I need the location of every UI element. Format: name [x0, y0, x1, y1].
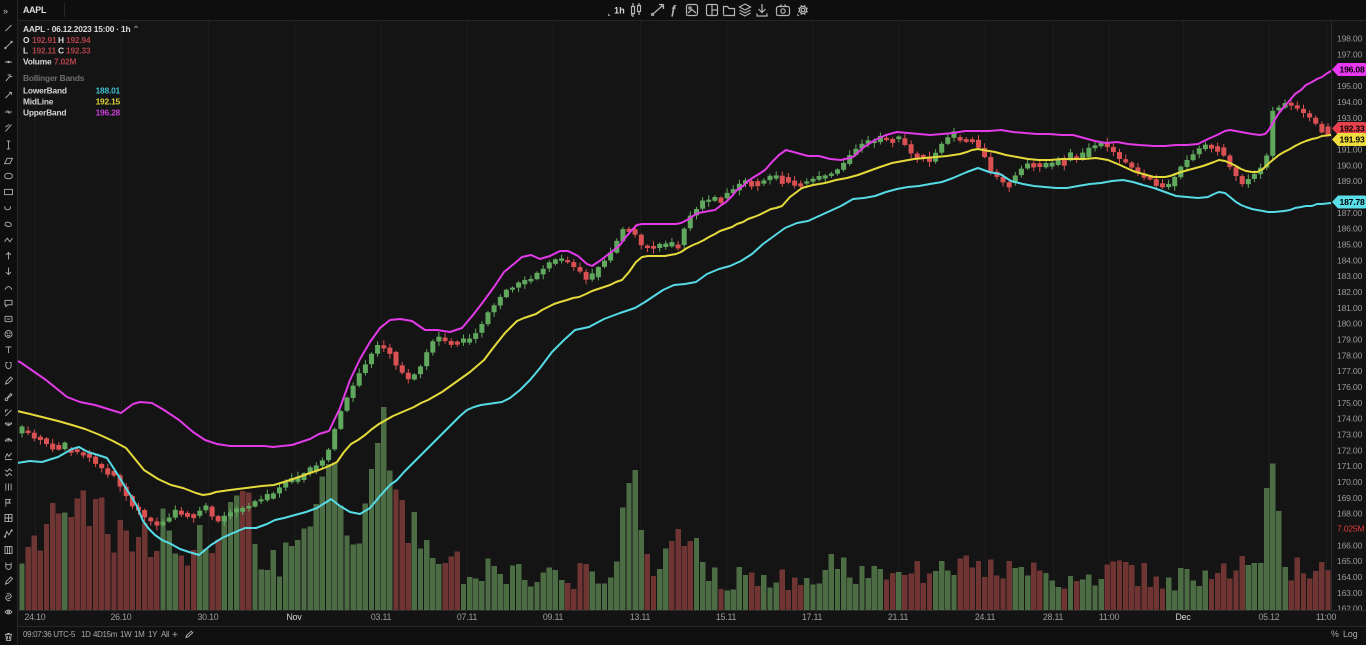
svg-text:194.00: 194.00	[1337, 97, 1363, 107]
svg-text:195.00: 195.00	[1337, 81, 1363, 91]
svg-text:»: »	[3, 6, 8, 16]
svg-text:1Y: 1Y	[148, 630, 158, 639]
svg-text:177.00: 177.00	[1337, 366, 1363, 376]
svg-text:11:00: 11:00	[1099, 612, 1120, 622]
svg-text:26.10: 26.10	[110, 612, 131, 622]
svg-text:C: C	[58, 46, 64, 56]
svg-text:198.00: 198.00	[1337, 34, 1363, 44]
svg-text:21.11: 21.11	[888, 612, 909, 622]
svg-text:4D15m: 4D15m	[93, 630, 118, 639]
svg-text:L: L	[23, 46, 28, 56]
svg-text:09.11: 09.11	[543, 612, 564, 622]
svg-text:169.00: 169.00	[1337, 493, 1363, 503]
svg-text:192.33: 192.33	[1340, 124, 1366, 134]
svg-text:Volume: Volume	[23, 57, 52, 67]
svg-text:09:07:36 UTC-5: 09:07:36 UTC-5	[23, 630, 76, 639]
svg-text:05.12: 05.12	[1258, 612, 1279, 622]
svg-text:168.00: 168.00	[1337, 509, 1363, 519]
svg-text:170.00: 170.00	[1337, 477, 1363, 487]
svg-text:192.15: 192.15	[96, 97, 121, 107]
svg-text:176.00: 176.00	[1337, 382, 1363, 392]
svg-text:1D: 1D	[81, 630, 91, 639]
svg-text:187.78: 187.78	[1340, 197, 1366, 207]
svg-text:24.10: 24.10	[24, 612, 45, 622]
svg-text:181.00: 181.00	[1337, 303, 1363, 313]
svg-text:UpperBand: UpperBand	[23, 108, 66, 118]
svg-text:192.94: 192.94	[66, 35, 91, 45]
svg-text:193.00: 193.00	[1337, 113, 1363, 123]
svg-text:182.00: 182.00	[1337, 287, 1363, 297]
svg-text:11:00: 11:00	[1316, 612, 1337, 622]
svg-text:7.02M: 7.02M	[54, 57, 77, 67]
svg-text:H: H	[58, 35, 64, 45]
svg-text:172.00: 172.00	[1337, 445, 1363, 455]
svg-text:179.00: 179.00	[1337, 335, 1363, 345]
svg-text:%: %	[1331, 629, 1339, 639]
svg-text:ƒ: ƒ	[670, 3, 677, 17]
svg-text:07.11: 07.11	[457, 612, 478, 622]
svg-text:Log: Log	[1343, 629, 1358, 639]
svg-text:24.11: 24.11	[975, 612, 996, 622]
svg-text:192.11: 192.11	[32, 46, 56, 56]
svg-text:1W: 1W	[120, 630, 132, 639]
svg-text:7.025M: 7.025M	[1337, 523, 1365, 533]
svg-text:28.11: 28.11	[1043, 612, 1064, 622]
svg-text:Nov: Nov	[286, 612, 302, 622]
svg-text:03.11: 03.11	[371, 612, 392, 622]
svg-text:180.00: 180.00	[1337, 319, 1363, 329]
svg-text:196.28: 196.28	[96, 108, 121, 118]
svg-text:166.00: 166.00	[1337, 540, 1363, 550]
svg-text:197.00: 197.00	[1337, 50, 1363, 60]
svg-text:17.11: 17.11	[802, 612, 823, 622]
svg-text:164.00: 164.00	[1337, 572, 1363, 582]
svg-text:AAPL: AAPL	[23, 5, 47, 15]
svg-text:163.00: 163.00	[1337, 588, 1363, 598]
svg-text:191.00: 191.00	[1337, 145, 1363, 155]
svg-text:188.01: 188.01	[96, 86, 121, 96]
svg-text:175.00: 175.00	[1337, 398, 1363, 408]
svg-text:171.00: 171.00	[1337, 461, 1363, 471]
svg-text:191.93: 191.93	[1340, 135, 1366, 145]
svg-text:O: O	[23, 35, 30, 45]
svg-text:173.00: 173.00	[1337, 429, 1363, 439]
svg-text:192.33: 192.33	[66, 46, 91, 56]
svg-text:185.00: 185.00	[1337, 240, 1363, 250]
svg-text:LowerBand: LowerBand	[23, 86, 67, 96]
svg-text:1h: 1h	[614, 6, 625, 16]
svg-text:15.11: 15.11	[716, 612, 737, 622]
svg-text:165.00: 165.00	[1337, 556, 1363, 566]
svg-text:190.00: 190.00	[1337, 160, 1363, 170]
svg-text:MidLine: MidLine	[23, 97, 54, 107]
svg-text:All: All	[161, 630, 169, 639]
svg-text:Dec: Dec	[1175, 612, 1191, 622]
svg-text:162.00: 162.00	[1337, 604, 1363, 614]
svg-text:189.00: 189.00	[1337, 176, 1363, 186]
svg-text:178.00: 178.00	[1337, 350, 1363, 360]
svg-text:Bollinger Bands: Bollinger Bands	[23, 73, 85, 83]
svg-text:174.00: 174.00	[1337, 414, 1363, 424]
svg-text:30.10: 30.10	[197, 612, 218, 622]
svg-text:184.00: 184.00	[1337, 255, 1363, 265]
svg-text:196.08: 196.08	[1340, 65, 1366, 75]
svg-text:186.00: 186.00	[1337, 224, 1363, 234]
svg-text:192.91: 192.91	[32, 35, 57, 45]
svg-text:187.00: 187.00	[1337, 208, 1363, 218]
svg-text:183.00: 183.00	[1337, 271, 1363, 281]
svg-text:AAPL · 06.12.2023 15:00 · 1h ⌃: AAPL · 06.12.2023 15:00 · 1h ⌃	[23, 24, 139, 34]
svg-text:1M: 1M	[134, 630, 145, 639]
svg-text:+: +	[172, 630, 178, 641]
svg-text:13.11: 13.11	[630, 612, 651, 622]
